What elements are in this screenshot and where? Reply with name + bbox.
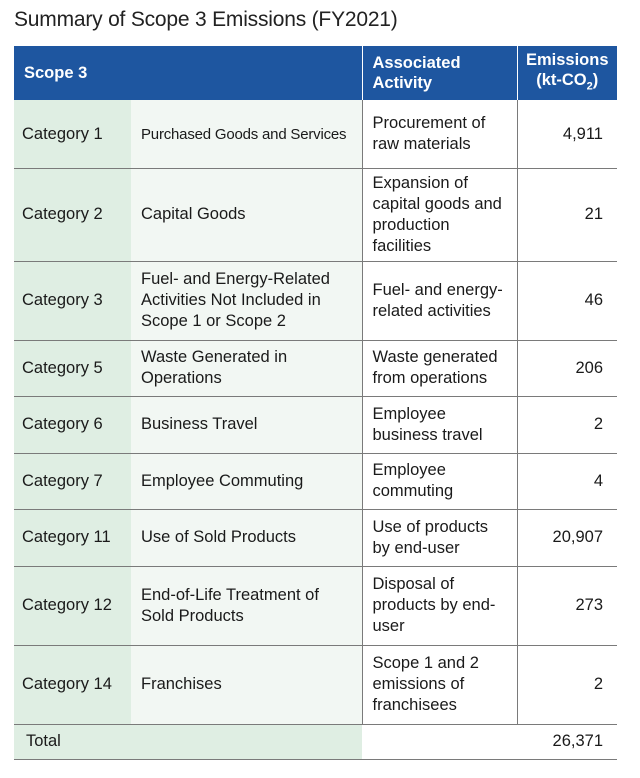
total-value: 26,371 xyxy=(517,724,617,760)
category-cell: Category 5 xyxy=(14,340,131,397)
page-title: Summary of Scope 3 Emissions (FY2021) xyxy=(14,8,398,31)
total-label: Total xyxy=(14,724,362,760)
emissions-cell: 2 xyxy=(516,645,617,725)
table-row: Category 7 Employee Commuting Employee c… xyxy=(14,453,617,510)
emissions-cell: 2 xyxy=(516,396,617,454)
table-row: Category 1 Purchased Goods and Services … xyxy=(14,100,617,169)
category-name-cell: Waste Generated in Operations xyxy=(131,340,362,397)
emissions-cell: 46 xyxy=(516,261,617,341)
category-cell: Category 1 xyxy=(14,100,131,169)
emissions-cell: 4,911 xyxy=(516,100,617,169)
table-row: Category 11 Use of Sold Products Use of … xyxy=(14,509,617,567)
category-name-cell: Use of Sold Products xyxy=(131,509,362,567)
header-emissions-unit: (kt-CO2) xyxy=(536,71,599,93)
activity-cell: Employee commuting xyxy=(361,453,517,510)
category-cell: Category 7 xyxy=(14,453,131,510)
category-cell: Category 14 xyxy=(14,645,131,725)
activity-cell: Disposal of products by end-user xyxy=(361,566,517,646)
table-row: Category 6 Business Travel Employee busi… xyxy=(14,396,617,454)
category-name-cell: End-of-Life Treatment of Sold Products xyxy=(131,566,362,646)
category-cell: Category 3 xyxy=(14,261,131,341)
activity-cell: Use of products by end-user xyxy=(361,509,517,567)
category-name-cell: Purchased Goods and Services xyxy=(131,100,362,169)
category-cell: Category 12 xyxy=(14,566,131,646)
header-emissions: Emissions (kt-CO2) xyxy=(516,46,617,101)
total-blank-cell xyxy=(362,724,517,760)
table-row: Category 14 Franchises Scope 1 and 2 emi… xyxy=(14,645,617,725)
activity-cell: Employee business travel xyxy=(361,396,517,454)
category-name-cell: Franchises xyxy=(131,645,362,725)
activity-cell: Waste generated from operations xyxy=(361,340,517,397)
table-row: Category 2 Capital Goods Expansion of ca… xyxy=(14,168,617,262)
total-row: Total 26,371 xyxy=(14,724,617,760)
header-emissions-line1: Emissions xyxy=(525,51,609,69)
category-name-cell: Fuel- and Energy-Related Activities Not … xyxy=(131,261,362,341)
header-activity: Associated Activity xyxy=(361,46,517,101)
activity-cell: Fuel- and energy-related activities xyxy=(361,261,517,341)
emissions-cell: 4 xyxy=(516,453,617,510)
table-row: Category 3 Fuel- and Energy-Related Acti… xyxy=(14,261,617,341)
table-row: Category 12 End-of-Life Treatment of Sol… xyxy=(14,566,617,646)
category-name-cell: Employee Commuting xyxy=(131,453,362,510)
activity-cell: Scope 1 and 2 emissions of franchisees xyxy=(361,645,517,725)
category-name-cell: Business Travel xyxy=(131,396,362,454)
emissions-cell: 273 xyxy=(516,566,617,646)
table-row: Category 5 Waste Generated in Operations… xyxy=(14,340,617,397)
category-cell: Category 2 xyxy=(14,168,131,262)
table-header-row: Scope 3 Associated Activity Emissions (k… xyxy=(14,46,617,101)
emissions-cell: 21 xyxy=(516,168,617,262)
emissions-cell: 206 xyxy=(516,340,617,397)
category-cell: Category 11 xyxy=(14,509,131,567)
activity-cell: Expansion of capital goods and productio… xyxy=(361,168,517,262)
header-scope: Scope 3 xyxy=(14,46,362,101)
emissions-cell: 20,907 xyxy=(516,509,617,567)
category-cell: Category 6 xyxy=(14,396,131,454)
category-name-cell: Capital Goods xyxy=(131,168,362,262)
scope3-emissions-table: Scope 3 Associated Activity Emissions (k… xyxy=(14,46,617,760)
activity-cell: Procurement of raw materials xyxy=(361,100,517,169)
